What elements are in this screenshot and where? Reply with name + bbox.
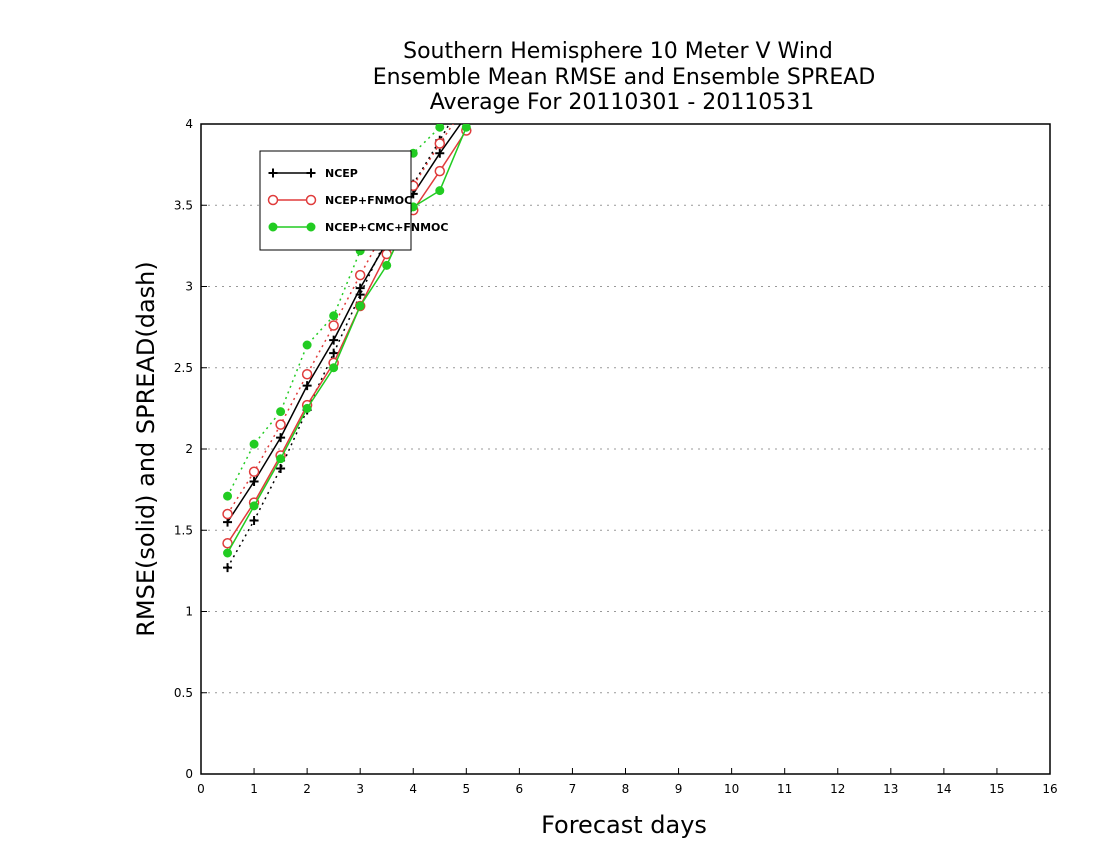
x-tick-label: 1 <box>250 782 258 796</box>
y-tick-label: 4 <box>185 117 193 131</box>
legend-marker-end-0 <box>306 168 316 178</box>
series-2-spread-point <box>302 340 312 350</box>
title-line-1: Southern Hemisphere 10 Meter V Wind <box>403 39 833 64</box>
series-1-rmse-point <box>434 165 446 177</box>
grid <box>201 204 1050 694</box>
series-2-rmse-point <box>223 548 233 558</box>
series-2-spread-point <box>223 491 233 501</box>
x-tick-label: 0 <box>197 782 205 796</box>
legend: NCEP NCEP+FNMOC NCEP+CMC+FNMOC <box>259 150 448 251</box>
legend-marker-end-2 <box>306 222 316 232</box>
x-tick-label: 12 <box>830 782 845 796</box>
x-axis-label: Forecast days <box>541 811 707 839</box>
series-0-rmse-point <box>302 381 312 391</box>
legend-label-1: NCEP+FNMOC <box>325 194 412 207</box>
y-tick-label: 0.5 <box>174 686 193 700</box>
x-tick-label: 9 <box>675 782 683 796</box>
x-tick-label: 15 <box>989 782 1004 796</box>
x-tick-label: 11 <box>777 782 792 796</box>
series-1-spread-point <box>275 419 286 430</box>
series-0-spread-point <box>223 563 233 573</box>
legend-label-0: NCEP <box>325 167 358 180</box>
series-0-rmse-point <box>329 335 339 345</box>
series-1-spread-point <box>248 466 260 477</box>
title-line-3: Average For 20110301 - 20110531 <box>430 90 815 115</box>
y-tick-label: 1.5 <box>174 523 193 537</box>
series-0-rmse-line <box>226 124 462 523</box>
y-axis-label: RMSE(solid) and SPREAD(dash) <box>132 261 160 637</box>
series-1-spread-point <box>222 508 233 520</box>
series-1-spread-point <box>301 369 313 380</box>
series-2-spread-point <box>435 124 445 132</box>
y-tick-label: 3.5 <box>174 198 193 212</box>
series-2-rmse-point <box>355 301 365 311</box>
legend-marker-start-0 <box>268 168 278 178</box>
series-0-rmse-point <box>355 283 365 293</box>
y-tick-label: 3 <box>185 280 193 294</box>
y-tick-label: 1 <box>185 605 193 619</box>
x-tick-label: 14 <box>936 782 951 796</box>
series-1-spread-point <box>354 269 366 281</box>
x-tick-label: 2 <box>303 782 311 796</box>
series-2-rmse-line <box>226 127 467 554</box>
series-2-spread-point <box>249 439 259 449</box>
x-tick-label: 6 <box>516 782 524 796</box>
x-tick-label: 3 <box>356 782 364 796</box>
x-tick-label: 16 <box>1042 782 1057 796</box>
series-0-spread-line <box>226 124 451 568</box>
series-2-spread-point <box>276 407 286 417</box>
legend-label-2: NCEP+CMC+FNMOC <box>325 221 448 234</box>
series-0-rmse-point <box>249 477 259 486</box>
y-tick-label: 2 <box>185 442 193 456</box>
chart-title: Southern Hemisphere 10 Meter V Wind Ense… <box>373 39 876 115</box>
series-0-spread-point <box>276 464 286 473</box>
y-tick-label: 2.5 <box>174 361 193 375</box>
y-axis: 0 0.5 1 1.5 2 2.5 3 3.5 4 <box>174 117 207 781</box>
x-axis: 0 1 2 3 4 5 6 7 8 9 10 11 12 13 14 15 16 <box>197 768 1058 796</box>
y-tick-label: 0 <box>185 767 193 781</box>
series-0-spread-point <box>249 516 259 525</box>
series-2-rmse-point <box>382 260 392 270</box>
series-2-rmse-point <box>276 454 286 464</box>
series-2-spread-point <box>329 311 339 321</box>
series-2-spread-line <box>226 124 444 497</box>
series-2-rmse-point <box>461 124 471 132</box>
series-0-rmse-point <box>435 148 445 158</box>
title-line-2: Ensemble Mean RMSE and Ensemble SPREAD <box>373 65 876 90</box>
series-1-spread-line <box>226 124 454 515</box>
x-tick-label: 5 <box>462 782 470 796</box>
legend-marker-start-2 <box>268 222 278 232</box>
series-1-spread-point <box>434 138 446 149</box>
series-1-spread-point <box>328 320 339 331</box>
series-2-rmse-point <box>302 403 312 413</box>
legend-marker-start-1 <box>267 194 279 206</box>
x-tick-label: 10 <box>724 782 739 796</box>
x-tick-label: 13 <box>883 782 898 796</box>
legend-marker-end-1 <box>305 194 317 206</box>
series-2-rmse-point <box>249 501 259 511</box>
series-2-rmse-point <box>329 363 339 373</box>
series-0-rmse-point <box>276 433 286 443</box>
x-tick-label: 8 <box>622 782 630 796</box>
series-0-spread-point <box>329 348 339 358</box>
x-tick-label: 4 <box>409 782 417 796</box>
series-1-rmse-line <box>226 130 467 544</box>
x-tick-label: 7 <box>569 782 577 796</box>
series-1-rmse-point <box>222 538 233 549</box>
series-2-rmse-point <box>435 186 445 196</box>
